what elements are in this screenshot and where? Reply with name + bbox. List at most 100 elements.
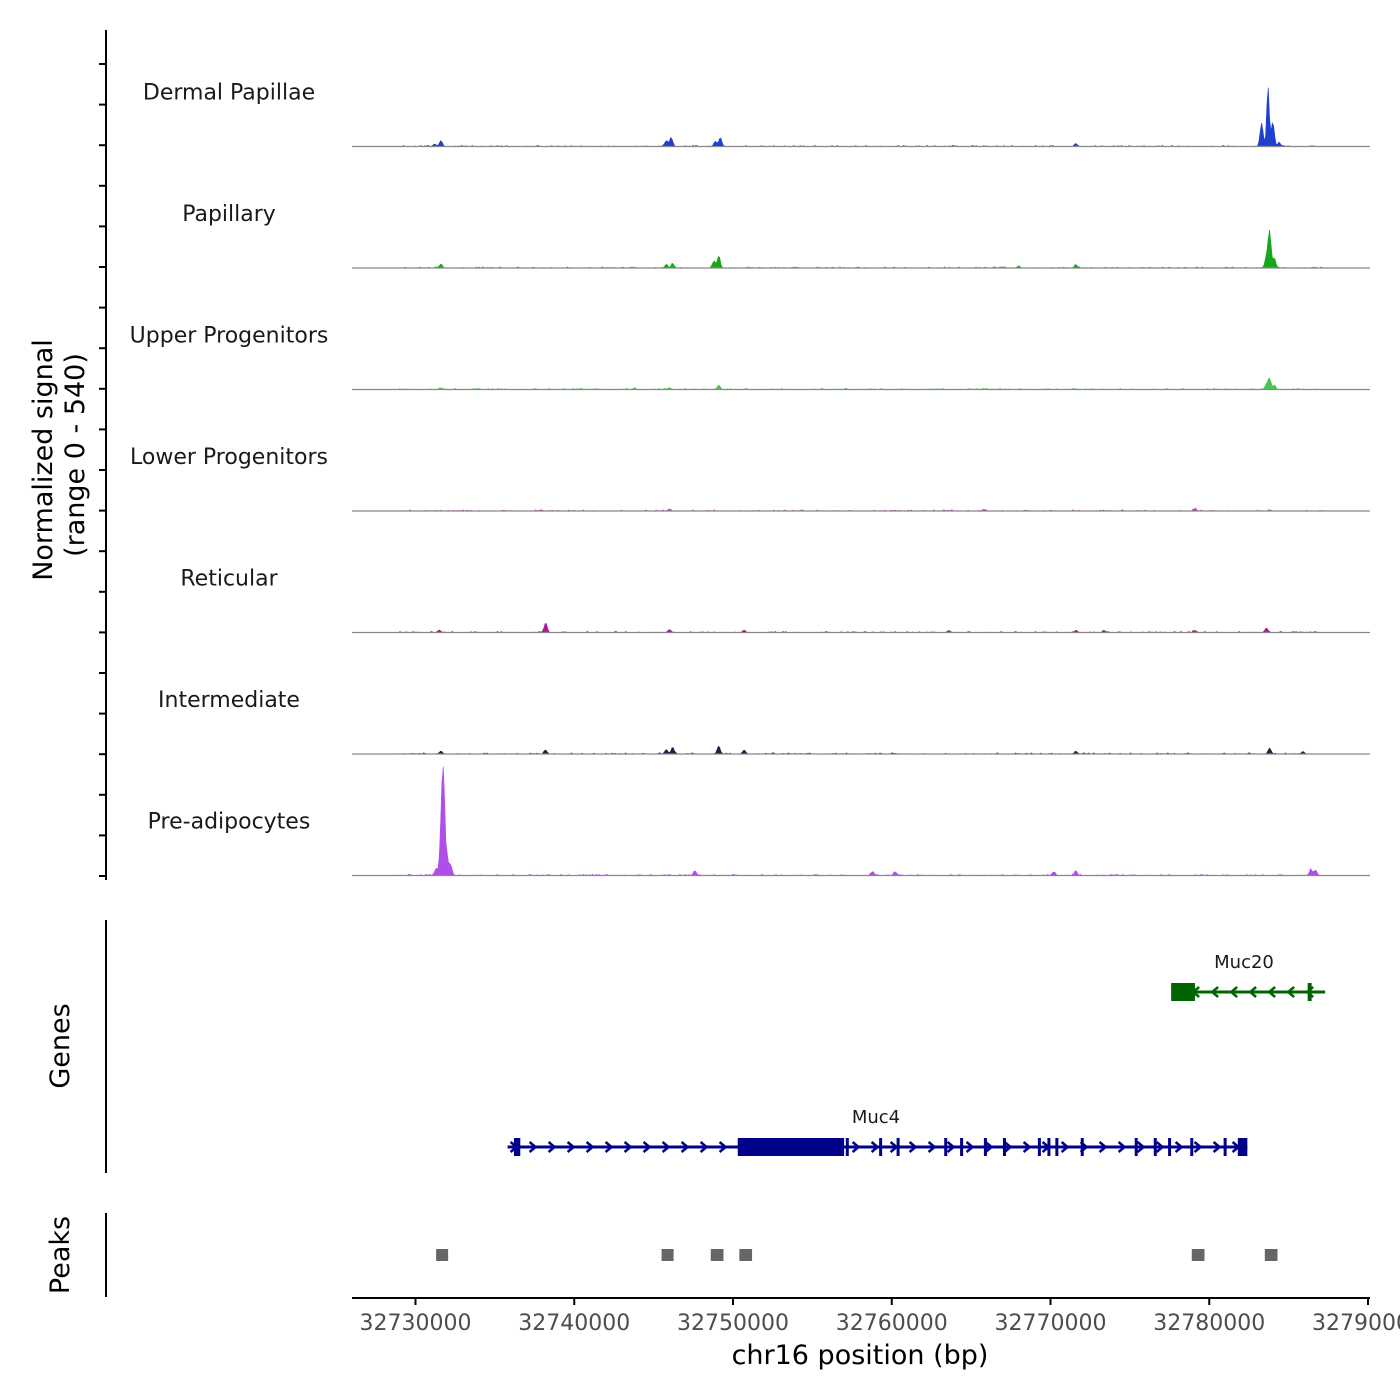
peaks-track-label: Peaks bbox=[45, 1216, 76, 1294]
x-tick-label: 32740000 bbox=[518, 1311, 630, 1336]
track-label-intermediate: Intermediate bbox=[158, 688, 300, 713]
signal-axis-ticks bbox=[99, 63, 106, 877]
track-label-dermal-papillae: Dermal Papillae bbox=[143, 81, 315, 106]
strand-arrow bbox=[1003, 1141, 1013, 1153]
gene-exon bbox=[1080, 1138, 1084, 1156]
strand-arrow bbox=[1117, 1141, 1127, 1153]
coverage-area-pre-adipocytes bbox=[399, 766, 1326, 876]
strand-arrow bbox=[699, 1141, 709, 1153]
gene-exon bbox=[1237, 1138, 1248, 1156]
strand-arrow bbox=[965, 1141, 975, 1153]
strand-arrow bbox=[566, 1141, 576, 1153]
strand-arrow bbox=[661, 1141, 671, 1153]
gene-exon bbox=[1134, 1138, 1138, 1156]
strand-arrow bbox=[1136, 1141, 1146, 1153]
strand-arrow bbox=[1060, 1141, 1070, 1153]
gene-exon bbox=[1002, 1138, 1006, 1156]
y-axis-title-line1: Normalized signal bbox=[28, 339, 59, 581]
x-tick-label: 32770000 bbox=[995, 1311, 1107, 1336]
track-label-pre-adipocytes: Pre-adipocytes bbox=[148, 810, 311, 835]
strand-arrow bbox=[642, 1141, 652, 1153]
strand-arrow bbox=[1229, 986, 1238, 998]
track-label-reticular: Reticular bbox=[180, 567, 278, 592]
gene-exon bbox=[1047, 1138, 1051, 1156]
gene-exon bbox=[896, 1138, 900, 1156]
strand-arrow bbox=[528, 1141, 538, 1153]
gene-exon bbox=[845, 1138, 849, 1156]
strand-arrow bbox=[718, 1141, 728, 1153]
x-tick-label: 32790000 bbox=[1312, 1311, 1400, 1336]
strand-arrow bbox=[585, 1141, 595, 1153]
strand-arrow bbox=[623, 1141, 633, 1153]
strand-arrow bbox=[870, 1141, 880, 1153]
gene-exon bbox=[1168, 1138, 1172, 1156]
peak-region bbox=[661, 1249, 674, 1261]
strand-arrow bbox=[1267, 986, 1276, 998]
peak-region bbox=[710, 1249, 724, 1261]
coverage-area-intermediate bbox=[399, 745, 1326, 755]
x-tick-label: 32750000 bbox=[677, 1311, 789, 1336]
x-tick-label: 32760000 bbox=[836, 1311, 948, 1336]
strand-arrow bbox=[927, 1141, 937, 1153]
strand-arrow bbox=[1286, 986, 1295, 998]
gene-exon bbox=[879, 1138, 883, 1156]
gene-muc20: Muc20 bbox=[1171, 952, 1326, 1001]
track-label-upper-progenitors: Upper Progenitors bbox=[130, 324, 329, 349]
gene-exon bbox=[1223, 1138, 1227, 1156]
gene-exon bbox=[1055, 1138, 1059, 1156]
strand-arrow bbox=[1210, 986, 1219, 998]
gene-label-muc20: Muc20 bbox=[1214, 952, 1274, 973]
strand-arrow bbox=[1212, 1141, 1222, 1153]
gene-exon bbox=[737, 1138, 845, 1156]
strand-arrow bbox=[1193, 1141, 1203, 1153]
strand-arrow bbox=[680, 1141, 690, 1153]
peak-region bbox=[1191, 1249, 1205, 1261]
track-lower-progenitors: Lower Progenitors bbox=[130, 445, 1370, 512]
strand-arrow bbox=[1155, 1141, 1165, 1153]
x-tick-label: 32730000 bbox=[360, 1311, 472, 1336]
strand-arrow bbox=[984, 1141, 994, 1153]
track-papillary: Papillary bbox=[182, 202, 1370, 269]
strand-arrow bbox=[1098, 1141, 1108, 1153]
peak-region bbox=[436, 1249, 449, 1261]
gene-label-muc4: Muc4 bbox=[852, 1107, 900, 1128]
strand-arrow bbox=[946, 1141, 956, 1153]
signal-tracks: Dermal Papillae Papillary Upper Progenitor… bbox=[130, 81, 1370, 877]
gene-exon bbox=[960, 1138, 964, 1156]
track-label-lower-progenitors: Lower Progenitors bbox=[130, 445, 328, 470]
gene-muc4: Muc4 bbox=[507, 1107, 1248, 1156]
x-axis-ticks: 32730000 32740000 32750000 32760000 32770000… bbox=[360, 1298, 1400, 1336]
strand-arrow bbox=[1174, 1141, 1184, 1153]
x-tick-label: 32780000 bbox=[1153, 1311, 1265, 1336]
gene-exon bbox=[1037, 1138, 1041, 1156]
track-label-papillary: Papillary bbox=[182, 202, 276, 227]
strand-arrow bbox=[547, 1141, 557, 1153]
genes-track-label: Genes bbox=[45, 1003, 76, 1088]
gene-exon bbox=[944, 1138, 948, 1156]
strand-arrow bbox=[1022, 1141, 1032, 1153]
coverage-area-papillary bbox=[399, 229, 1326, 269]
gene-exon bbox=[1153, 1138, 1157, 1156]
strand-arrow bbox=[1248, 986, 1257, 998]
coverage-area-dermal-papillae bbox=[399, 87, 1326, 147]
gene-exon bbox=[983, 1138, 987, 1156]
track-intermediate: Intermediate bbox=[158, 688, 1370, 755]
peak-region bbox=[1264, 1249, 1278, 1261]
peak-track bbox=[436, 1249, 1278, 1261]
x-axis-title: chr16 position (bp) bbox=[732, 1340, 989, 1371]
coverage-area-reticular bbox=[399, 623, 1326, 633]
track-dermal-papillae: Dermal Papillae bbox=[143, 81, 1370, 148]
track-upper-progenitors: Upper Progenitors bbox=[130, 324, 1370, 391]
strand-arrow bbox=[889, 1141, 899, 1153]
track-pre-adipocytes: Pre-adipocytes bbox=[148, 766, 1370, 877]
y-axis-title-line2: (range 0 - 540) bbox=[60, 353, 91, 557]
strand-arrow bbox=[604, 1141, 614, 1153]
peak-region bbox=[739, 1249, 753, 1261]
gene-track: Muc20 Muc4 bbox=[507, 952, 1326, 1156]
gene-exon bbox=[513, 1138, 521, 1156]
coverage-area-upper-progenitors bbox=[399, 377, 1326, 390]
gene-exon bbox=[1307, 983, 1312, 1001]
gene-exon bbox=[1171, 983, 1195, 1001]
